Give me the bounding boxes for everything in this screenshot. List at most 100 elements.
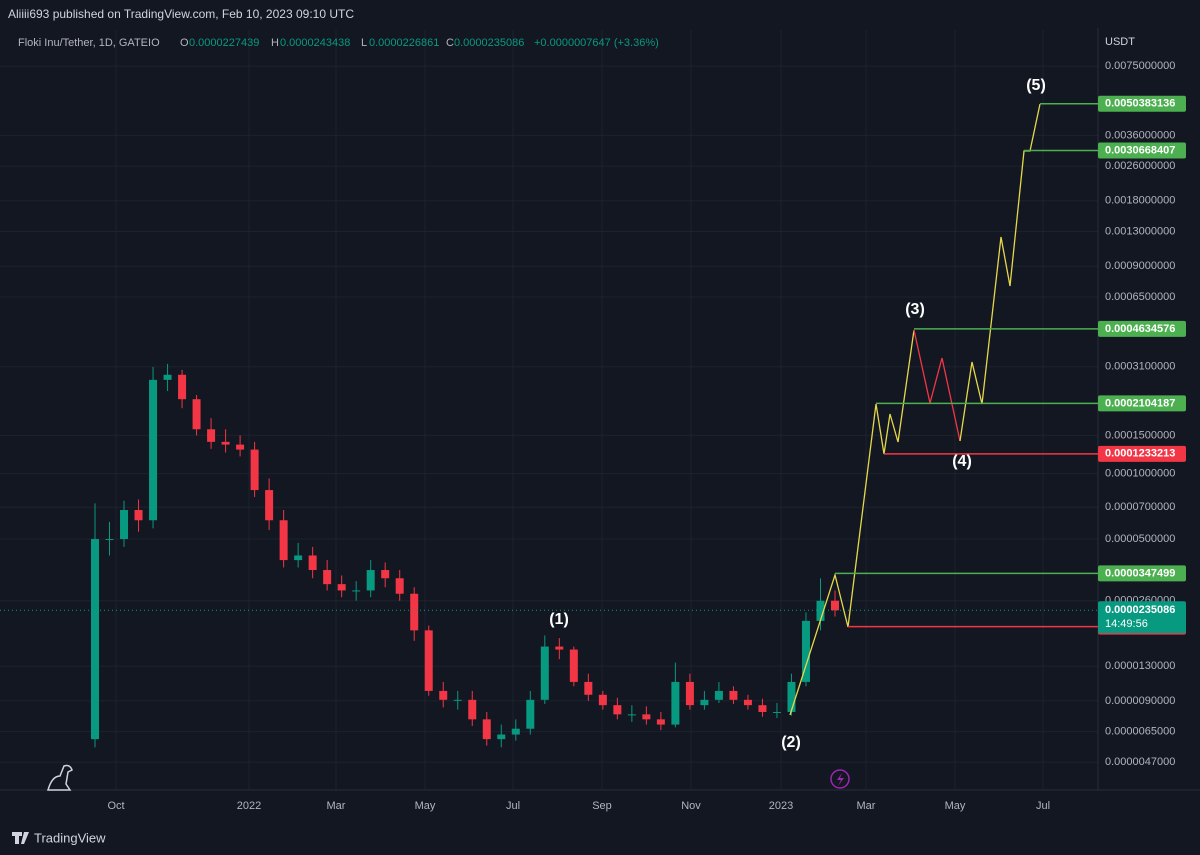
candle-body xyxy=(613,705,622,715)
high-value: 0.0000243438 xyxy=(280,37,350,49)
last-price-label: 0.0000235086 xyxy=(1105,604,1175,616)
candle-body xyxy=(163,374,172,380)
candle-body xyxy=(656,719,665,725)
candle-body xyxy=(424,630,433,691)
grid xyxy=(0,30,1098,790)
candle-body xyxy=(714,690,723,700)
candle-body xyxy=(149,379,158,521)
candle-body xyxy=(700,699,709,706)
candle-body xyxy=(729,690,738,700)
tv-logo xyxy=(12,832,29,844)
candle-body xyxy=(352,590,361,592)
price-tick-label: 0.0000130000 xyxy=(1105,660,1175,672)
change-value: +0.0000007647 (+3.36%) xyxy=(534,37,659,49)
candle-body xyxy=(134,510,143,521)
candle-body xyxy=(540,646,549,700)
candle-body xyxy=(91,539,99,740)
wave-label: (1) xyxy=(549,611,569,628)
candle-body xyxy=(178,374,187,400)
wave-labels: (1) (2) (3) (4) (5) xyxy=(549,77,1046,751)
open-value: 0.0000227439 xyxy=(189,37,259,49)
price-unit: USDT xyxy=(1105,36,1135,48)
candle-body xyxy=(526,699,535,729)
price-tick-label: 0.0036000000 xyxy=(1105,129,1175,141)
price-tick-label: 0.0001500000 xyxy=(1105,429,1175,441)
wave-path xyxy=(913,329,961,442)
candle-body xyxy=(743,699,752,706)
time-label: Mar xyxy=(857,800,876,812)
candle-body xyxy=(758,705,767,712)
wave-label: (2) xyxy=(781,734,801,751)
open-label: O xyxy=(180,37,189,49)
candle-body xyxy=(816,600,825,621)
candle-body xyxy=(685,681,694,706)
candle-body xyxy=(584,681,593,695)
candle-body xyxy=(671,681,680,725)
time-label: May xyxy=(945,800,966,812)
candle-body xyxy=(337,584,346,591)
price-tick-label: 0.0000047000 xyxy=(1105,756,1175,768)
candle-body xyxy=(482,719,491,740)
high-label: H xyxy=(271,37,279,49)
candle-body xyxy=(642,714,651,720)
candle-body xyxy=(207,429,216,442)
candle-body xyxy=(801,620,810,682)
candle-body xyxy=(831,600,839,611)
candle-body xyxy=(323,570,332,585)
close-label: C xyxy=(446,37,454,49)
last-price-tag xyxy=(1098,601,1186,634)
low-label: L xyxy=(361,37,367,49)
time-label: Oct xyxy=(107,800,124,812)
price-tick-label: 0.0013000000 xyxy=(1105,225,1175,237)
level-tag-label: 0.0000347499 xyxy=(1105,567,1175,579)
candle-body xyxy=(569,649,578,682)
candle-body xyxy=(279,520,288,561)
candle-body xyxy=(236,444,245,450)
price-tick-label: 0.0006500000 xyxy=(1105,291,1175,303)
time-label: Nov xyxy=(681,800,701,812)
wave-label: (4) xyxy=(952,453,972,470)
level-tag-label: 0.0050383136 xyxy=(1105,98,1175,110)
candle-body xyxy=(497,734,506,740)
candle-body xyxy=(265,490,274,521)
level-tag xyxy=(1098,142,1186,159)
low-value: 0.0000226861 xyxy=(369,37,439,49)
tv-logo-mascot xyxy=(47,764,73,791)
candles xyxy=(91,363,839,748)
candle-body xyxy=(511,728,520,735)
level-tag-label: 0.0030668407 xyxy=(1105,144,1175,156)
time-label: Jul xyxy=(506,800,520,812)
countdown: 14:49:56 xyxy=(1105,618,1148,630)
event-icon[interactable] xyxy=(830,769,850,789)
level-tag xyxy=(1098,445,1186,462)
candle-body xyxy=(308,555,317,571)
price-tick-label: 0.0075000000 xyxy=(1105,60,1175,72)
price-tick-label: 0.0009000000 xyxy=(1105,260,1175,272)
candle-body xyxy=(453,699,462,701)
event-icon-bolt xyxy=(837,773,844,786)
time-label: Mar xyxy=(327,800,346,812)
level-tag xyxy=(1098,565,1186,582)
wave-label: (3) xyxy=(905,301,925,318)
price-tick-label: 0.0001000000 xyxy=(1105,468,1175,480)
candle-body xyxy=(250,449,259,491)
candle-body xyxy=(598,694,607,706)
close-value: 0.0000235086 xyxy=(454,37,524,49)
level-tag-label: 0.0004634576 xyxy=(1105,323,1175,335)
candle-body xyxy=(439,690,448,700)
time-label: 2022 xyxy=(237,800,261,812)
price-tick-label: 0.0000090000 xyxy=(1105,695,1175,707)
candle-body xyxy=(410,593,419,631)
level-tag-label: 0.0001233213 xyxy=(1105,448,1175,460)
candle-body xyxy=(192,399,201,430)
level-tag xyxy=(1098,320,1186,337)
price-tick-label: 0.0000500000 xyxy=(1105,533,1175,545)
candle-body xyxy=(105,539,114,541)
candle-body xyxy=(221,441,230,445)
price-tick-label: 0.0000065000 xyxy=(1105,725,1175,737)
time-label: Sep xyxy=(592,800,612,812)
candle-body xyxy=(468,699,477,720)
candle-body xyxy=(787,681,796,712)
